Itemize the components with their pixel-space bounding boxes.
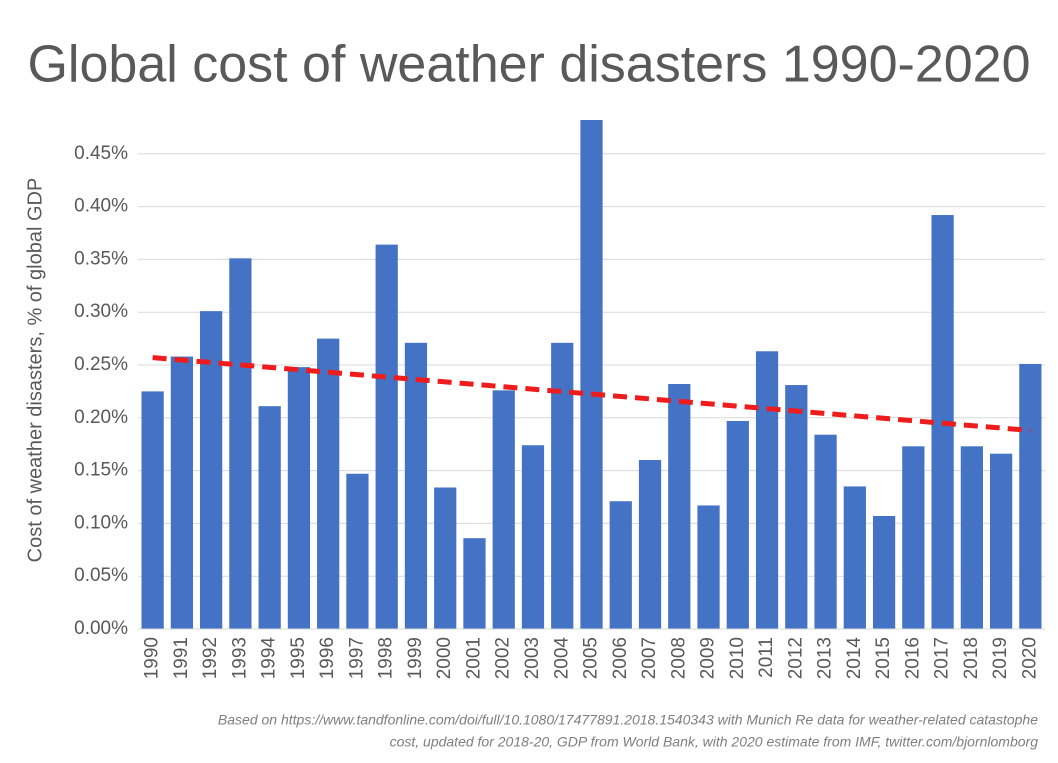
y-axis-label: Cost of weather disasters, % of global G… [24, 178, 46, 563]
bar [463, 538, 486, 629]
x-tick-label: 2014 [844, 637, 865, 680]
bar [229, 258, 252, 629]
footnote: Based on https://www.tandfonline.com/doi… [218, 712, 1038, 728]
bar [287, 367, 311, 629]
chart-title: Global cost of weather disasters 1990-20… [27, 36, 1030, 94]
bar [960, 446, 983, 629]
bar [170, 356, 194, 629]
bar [785, 385, 808, 629]
x-tick-label: 2004 [551, 637, 572, 680]
x-tick-label: 2006 [610, 637, 631, 679]
bar [726, 420, 749, 629]
x-tick-label: 1993 [229, 637, 250, 679]
bar [141, 391, 164, 629]
bar [521, 445, 545, 629]
bar [404, 342, 428, 629]
x-tick-label: 2009 [698, 637, 719, 679]
x-tick-label: 2013 [815, 637, 836, 679]
bar [609, 501, 632, 629]
y-tick-label: 0.15% [74, 460, 128, 481]
bar [200, 311, 223, 629]
y-tick-label: 0.10% [74, 512, 128, 533]
x-tick-label: 2000 [434, 637, 455, 679]
bar [989, 453, 1013, 629]
bar [434, 487, 457, 629]
x-tick-label: 2020 [1019, 637, 1040, 679]
trend-line [152, 355, 1031, 433]
x-tick-label: 2010 [727, 637, 748, 679]
x-tick-label: 2005 [581, 637, 602, 679]
bar [1019, 363, 1042, 629]
x-tick-label: 2001 [463, 637, 484, 679]
x-tick-label: 2018 [961, 637, 982, 679]
bar [668, 384, 691, 629]
y-tick-label: 0.35% [74, 248, 128, 269]
bar [258, 406, 281, 629]
footnote: cost, updated for 2018-20, GDP from Worl… [390, 734, 1039, 750]
y-tick-label: 0.25% [74, 354, 128, 375]
bar [697, 505, 720, 629]
y-tick-label: 0.20% [74, 407, 128, 428]
y-tick-label: 0.45% [74, 143, 128, 164]
y-tick-label: 0.05% [74, 565, 128, 586]
x-tick-label: 2012 [785, 637, 806, 679]
x-tick-label: 2008 [668, 637, 689, 679]
x-tick-label: 2011 [756, 637, 777, 678]
bar [346, 473, 369, 629]
bar [317, 338, 340, 629]
y-tick-label: 0.40% [74, 196, 128, 217]
x-tick-label: 2003 [522, 637, 543, 679]
bar [814, 434, 837, 629]
x-tick-label: 2007 [639, 637, 660, 679]
bar [902, 446, 925, 629]
x-tick-label: 1991 [171, 637, 192, 679]
bar [375, 244, 398, 629]
bar [872, 516, 896, 629]
x-tick-label: 1996 [317, 637, 338, 679]
y-tick-label: 0.30% [74, 301, 128, 322]
bar [551, 342, 574, 629]
x-tick-label: 1990 [142, 637, 163, 679]
x-tick-label: 2019 [990, 637, 1011, 679]
x-tick-label: 2015 [873, 637, 894, 679]
y-tick-label: 0.00% [74, 618, 128, 639]
x-tick-label: 1999 [405, 637, 426, 679]
bar [638, 460, 662, 629]
bar [580, 120, 603, 630]
bar [492, 390, 515, 629]
x-tick-label: 2017 [932, 637, 953, 679]
x-tick-label: 2016 [902, 637, 923, 679]
x-tick-label: 1992 [200, 637, 221, 679]
bar [843, 486, 866, 629]
x-tick-label: 1995 [288, 637, 309, 679]
bar [755, 351, 779, 629]
x-tick-label: 1998 [376, 637, 397, 679]
x-tick-label: 1994 [259, 637, 280, 680]
x-tick-label: 1997 [346, 637, 367, 679]
x-tick-label: 2002 [493, 637, 514, 679]
